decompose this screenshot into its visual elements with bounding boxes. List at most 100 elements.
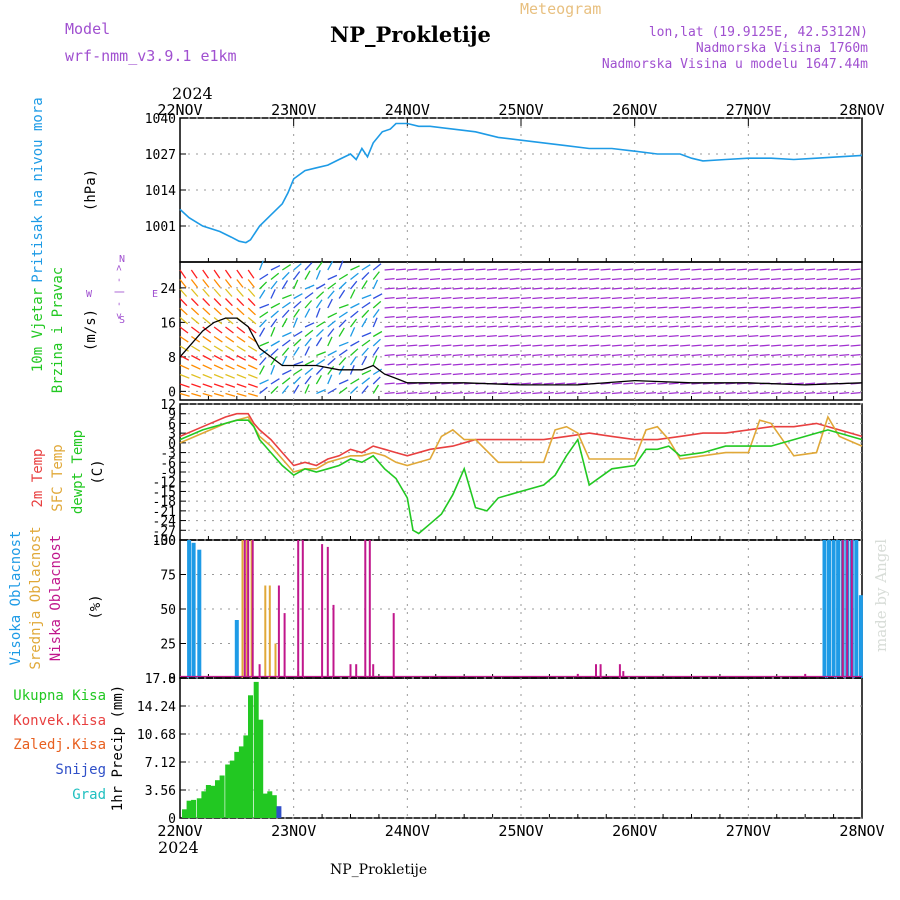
wind-arrow [793,325,804,328]
wind-arrow [771,344,782,347]
wind-arrow [327,320,336,328]
wind-arrow [293,384,300,394]
wind-arrow [816,353,827,357]
temp-axis-sfc: SFC Temp [50,444,66,511]
wind-arrow [577,296,588,300]
wind-arrow [361,377,371,385]
wind-arrow [771,268,782,271]
wind-arrow [259,386,268,395]
wind-arrow [759,372,770,376]
wind-arrow [827,306,838,309]
wind-arrow [555,344,566,347]
wind-arrow [748,296,759,300]
wind-arrow [589,306,600,309]
wind-arrow [179,298,188,307]
wind-arrow [805,287,816,290]
wind-arrow [725,334,736,338]
wind-arrow [498,296,509,300]
wind-arrow [805,277,816,281]
wind-arrow [259,281,268,290]
wind-arrow [407,353,418,357]
wind-arrow [532,296,543,300]
wind-arrow [270,348,279,356]
x-tick-label-top: 28NOV [839,101,884,119]
wind-arrow [338,260,344,271]
wind-arrow [202,326,212,334]
wind-arrow [850,296,861,300]
wind-arrow [850,353,861,357]
wind-arrow [816,306,827,309]
wind-arrow [850,372,861,376]
wind-arrow [191,345,201,352]
wind-arrow [486,277,497,281]
wind-arrow [759,334,770,338]
wind-arrow [600,353,611,357]
wind-arrow [759,353,770,357]
wind-arrow [304,346,310,356]
panel-frame-clouds [179,539,863,679]
wind-arrow [589,268,600,271]
wind-arrow [520,353,532,357]
wind-arrow [304,262,313,271]
wind-arrow [827,315,838,319]
wind-arrow [441,363,452,366]
wind-arrow [418,287,429,290]
cloud-axis-mid: Srednja Oblacnost [28,526,44,669]
wind-arrow [498,353,509,357]
wind-arrow [736,334,747,338]
page-title: NP_Prokletije [330,22,491,47]
wind-arrow [827,353,838,357]
wind-arrow [714,306,725,309]
wind-arrow [281,317,288,328]
y-tick-label: 6 [168,417,176,432]
wind-arrow [634,268,645,271]
wind-arrow [782,315,793,319]
wind-arrow [293,300,302,309]
wind-arrow [634,344,645,347]
wind-arrow [839,306,850,309]
wind-arrow [236,307,245,316]
wind-arrow [771,306,782,309]
wind-arrow [202,279,210,288]
wind-arrow [282,369,292,376]
wind-arrow [258,365,265,375]
wind-arrow [395,277,406,281]
wind-arrow [407,306,418,309]
wind-arrow [725,287,736,290]
y-tick-label: -18 [153,495,176,510]
wind-arrow [532,382,543,385]
wind-arrow [395,344,406,347]
temp-2m-line [179,412,863,467]
wind-arrow [430,353,441,357]
wind-arrow [577,353,588,357]
wind-arrow [566,287,577,290]
wind-arrow [475,277,486,281]
wind-arrow [315,366,324,375]
wind-arrow [714,287,725,290]
wind-arrow [623,287,634,290]
wind-arrow [213,279,221,288]
wind-arrow [430,325,441,328]
wind-arrow [600,372,611,376]
wind-arrow [577,315,588,319]
wind-arrow [407,268,418,271]
precip-legend-conv: Konvek.Kisa [13,713,106,729]
wind-arrow [520,306,532,309]
wind-arrow [714,315,725,319]
wind-arrow [668,306,679,309]
wind-arrow [793,296,804,300]
wind-arrow [304,384,310,394]
wind-arrow [509,296,520,300]
wind-arrow [657,334,668,338]
wind-arrow [372,300,382,309]
wind-arrow [645,325,657,328]
wind-arrow [600,277,611,281]
wind-arrow [202,317,211,325]
wind-arrow [361,264,371,271]
wind-arrow [645,353,657,357]
x-tick-label-top: 27NOV [726,101,771,119]
wind-arrow [350,348,359,356]
wind-arrow [668,277,679,281]
wind-arrow [555,287,566,290]
wind-arrow [645,344,657,347]
